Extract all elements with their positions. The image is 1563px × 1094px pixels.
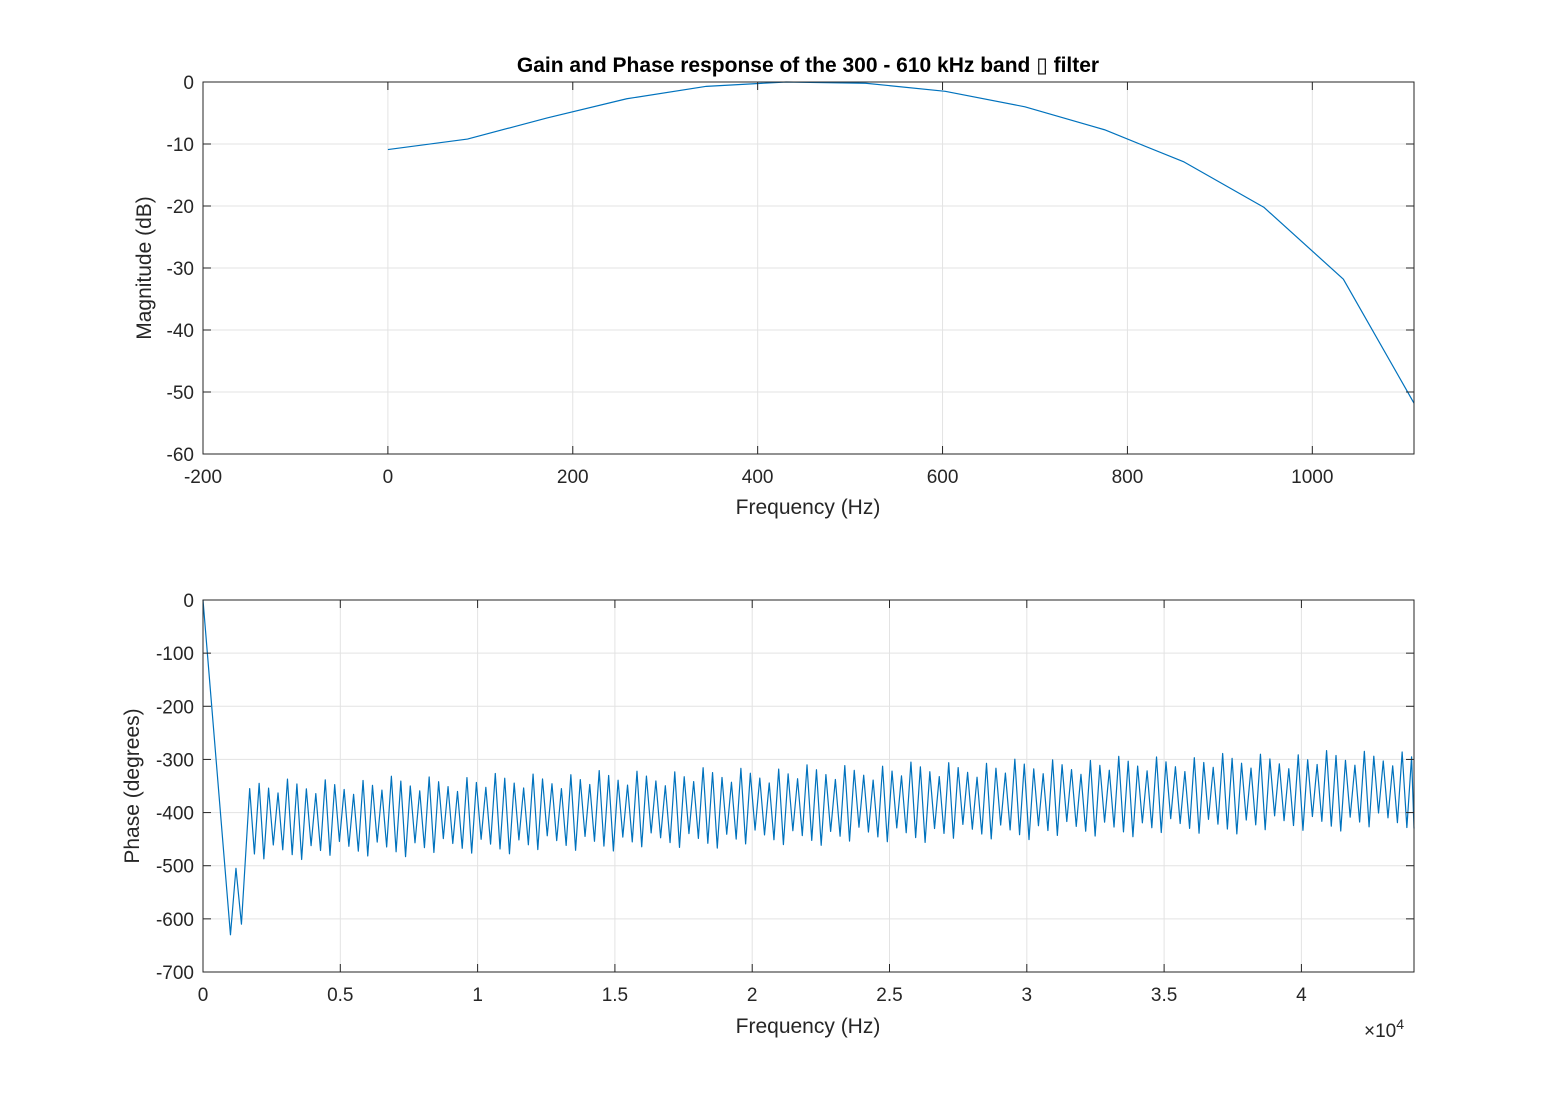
- phase-ytick-label: 0: [183, 591, 194, 612]
- phase-ytick-label: -300: [156, 750, 194, 771]
- magnitude-ytick-label: -10: [167, 135, 194, 156]
- phase-xlabel: Frequency (Hz): [736, 1015, 881, 1038]
- phase-line: [202, 599, 1415, 936]
- phase-ytick-label: -400: [156, 804, 194, 825]
- magnitude-ytick-label: -50: [167, 383, 194, 404]
- phase-ytick-label: -500: [156, 857, 194, 878]
- magnitude-xtick-label: 600: [927, 467, 959, 488]
- magnitude-line: [387, 81, 1415, 404]
- phase-xtick-label: 3: [1022, 985, 1033, 1006]
- magnitude-ylabel: Magnitude (dB): [133, 196, 156, 340]
- magnitude-ytick-label: 0: [183, 73, 194, 94]
- phase-x-exponent: ×104: [1364, 1016, 1404, 1042]
- phase-xtick-label: 1: [472, 985, 483, 1006]
- magnitude-xtick-label: 400: [742, 467, 774, 488]
- magnitude-plot: -200 0 200 400 600 800 1000 -60 -50 -40 -30 -20 -10 0…: [133, 54, 1415, 519]
- magnitude-ytick-label: -30: [167, 259, 194, 280]
- phase-ylabel: Phase (degrees): [121, 708, 144, 863]
- magnitude-ytick-label: -60: [167, 445, 194, 466]
- phase-plot: 0 0.5 1 1.5 2 2.5 3 3.5 4 -700 -600 -500 -400 -300 -20…: [121, 591, 1415, 1042]
- magnitude-xtick-label: 800: [1112, 467, 1144, 488]
- phase-xtick-label: 4: [1296, 985, 1307, 1006]
- magnitude-ytick-label: -40: [167, 321, 194, 342]
- phase-ticks: 0 0.5 1 1.5 2 2.5 3 3.5 4 -700 -600 -500 -400 -300 -20…: [156, 591, 1414, 1006]
- chart-title: Gain and Phase response of the 300 - 610…: [517, 54, 1099, 77]
- phase-ytick-label: -600: [156, 910, 194, 931]
- phase-axes-box: [202, 599, 1415, 973]
- magnitude-ytick-label: -20: [167, 197, 194, 218]
- phase-xtick-label: 0: [198, 985, 209, 1006]
- phase-x-exponent-power: 4: [1396, 1016, 1404, 1032]
- magnitude-xtick-label: 1000: [1291, 467, 1333, 488]
- magnitude-xtick-label: 0: [383, 467, 394, 488]
- phase-xtick-label: 1.5: [602, 985, 628, 1006]
- phase-ytick-label: -700: [156, 963, 194, 984]
- magnitude-xtick-label: -200: [184, 467, 222, 488]
- phase-x-exponent-base: ×10: [1364, 1021, 1396, 1042]
- magnitude-xtick-label: 200: [557, 467, 589, 488]
- phase-xtick-label: 2: [747, 985, 758, 1006]
- phase-xtick-label: 3.5: [1151, 985, 1177, 1006]
- phase-xtick-label: 0.5: [327, 985, 353, 1006]
- magnitude-ticks: -200 0 200 400 600 800 1000 -60 -50 -40 -30 -20 -10 0: [167, 73, 1414, 488]
- phase-xtick-label: 2.5: [876, 985, 902, 1006]
- phase-ytick-label: -200: [156, 697, 194, 718]
- phase-ytick-label: -100: [156, 644, 194, 665]
- magnitude-xlabel: Frequency (Hz): [736, 496, 881, 519]
